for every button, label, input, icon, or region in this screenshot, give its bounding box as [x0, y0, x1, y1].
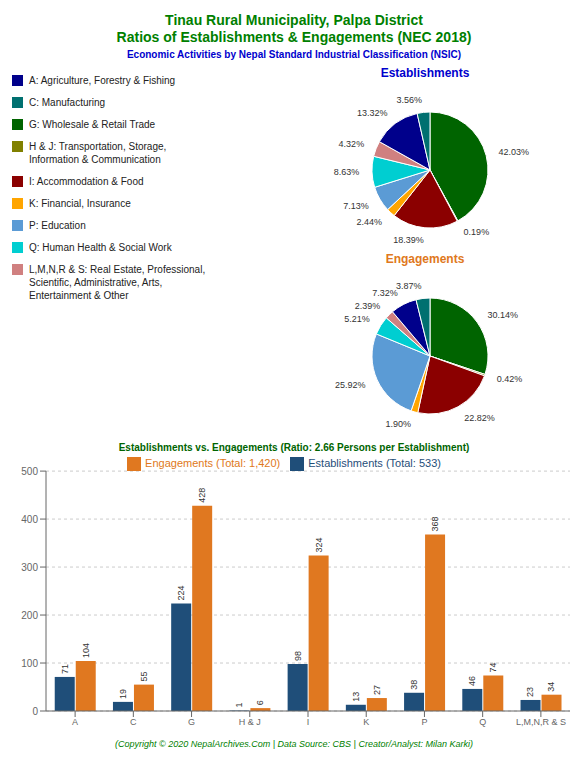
- svg-text:200: 200: [21, 610, 38, 621]
- svg-text:400: 400: [21, 514, 38, 525]
- svg-text:7.13%: 7.13%: [343, 201, 369, 211]
- svg-text:18.39%: 18.39%: [393, 235, 424, 245]
- svg-text:368: 368: [430, 516, 440, 531]
- html-text:P: Education: P: Education: [29, 220, 86, 231]
- svg-text:C: C: [130, 717, 137, 727]
- html-text:Establishments (Total: 533): Establishments (Total: 533): [308, 457, 441, 469]
- svg-text:0.42%: 0.42%: [497, 374, 523, 384]
- html-text:L,M,N,R & S: Real Estate, Prof: L,M,N,R & S: Real Estate, Professional, …: [29, 264, 206, 301]
- svg-text:23: 23: [526, 687, 536, 697]
- html-text:Q: Human Health & Social Work: Q: Human Health & Social Work: [29, 242, 172, 253]
- svg-text:A: A: [72, 717, 78, 727]
- svg-text:100: 100: [21, 658, 38, 669]
- html-text:Engagements (Total: 1,420): Engagements (Total: 1,420): [145, 457, 281, 469]
- svg-text:13: 13: [351, 692, 361, 702]
- svg-text:38: 38: [409, 680, 419, 690]
- svg-text:8.63%: 8.63%: [334, 167, 360, 177]
- svg-text:25.92%: 25.92%: [335, 380, 366, 390]
- svg-text:0.19%: 0.19%: [464, 227, 490, 237]
- svg-text:1.90%: 1.90%: [385, 419, 411, 429]
- svg-text:104: 104: [81, 643, 91, 658]
- svg-text:5.21%: 5.21%: [344, 314, 370, 324]
- svg-text:3.87%: 3.87%: [396, 281, 422, 291]
- html-text:Tinau Rural Municipality, Palp: Tinau Rural Municipality, Palpa District…: [116, 12, 472, 45]
- html-text:H & J: Transportation, Storage: H & J: Transportation, Storage, Informat…: [29, 141, 167, 165]
- svg-text:55: 55: [139, 672, 149, 682]
- svg-text:P: P: [421, 717, 427, 727]
- svg-text:42.03%: 42.03%: [499, 147, 530, 157]
- svg-text:34: 34: [547, 682, 557, 692]
- svg-text:98: 98: [293, 651, 303, 661]
- svg-text:300: 300: [21, 562, 38, 573]
- html-text:Engagements: Engagements: [385, 252, 465, 266]
- svg-text:19: 19: [118, 689, 128, 699]
- html-text:A: Agriculture, Forestry & Fis: A: Agriculture, Forestry & Fishing: [29, 75, 176, 86]
- svg-text:74: 74: [488, 662, 498, 672]
- svg-text:324: 324: [314, 538, 324, 553]
- svg-text:L,M,N,R & S: L,M,N,R & S: [516, 717, 566, 727]
- svg-text:2.44%: 2.44%: [357, 217, 383, 227]
- svg-text:G: G: [188, 717, 195, 727]
- svg-text:I: I: [307, 717, 310, 727]
- svg-text:500: 500: [21, 466, 38, 477]
- svg-text:27: 27: [372, 685, 382, 695]
- svg-text:0: 0: [32, 706, 38, 717]
- svg-text:4.32%: 4.32%: [339, 139, 365, 149]
- svg-text:3.56%: 3.56%: [397, 95, 423, 105]
- svg-text:H & J: H & J: [239, 717, 261, 727]
- svg-text:46: 46: [467, 676, 477, 686]
- svg-text:1: 1: [234, 703, 244, 708]
- html-text:Economic Activities by Nepal S: Economic Activities by Nepal Standard In…: [126, 49, 462, 60]
- html-text:Establishments: Establishments: [380, 66, 470, 80]
- html-text:Establishments vs. Engagements: Establishments vs. Engagements (Ratio: 2…: [118, 442, 470, 453]
- svg-text:Q: Q: [479, 717, 486, 727]
- html-text:G: Wholesale & Retail Trade: G: Wholesale & Retail Trade: [29, 119, 156, 130]
- svg-text:224: 224: [176, 585, 186, 600]
- svg-text:7.32%: 7.32%: [372, 288, 398, 298]
- html-text:C: Manufacturing: C: Manufacturing: [29, 97, 106, 108]
- svg-text:6: 6: [255, 700, 265, 705]
- html-text:I: Accommodation & Food: I: Accommodation & Food: [29, 176, 144, 187]
- svg-text:428: 428: [197, 488, 207, 503]
- svg-text:13.32%: 13.32%: [357, 108, 388, 118]
- svg-text:2.39%: 2.39%: [355, 301, 381, 311]
- svg-text:30.14%: 30.14%: [487, 310, 518, 320]
- svg-text:71: 71: [60, 664, 70, 674]
- svg-text:22.82%: 22.82%: [464, 413, 495, 423]
- svg-text:K: K: [363, 717, 369, 727]
- html-text:(Copyright © 2020 NepalArchive: (Copyright © 2020 NepalArchives.Com | Da…: [115, 739, 473, 749]
- html-text:K: Financial, Insurance: K: Financial, Insurance: [29, 198, 131, 209]
